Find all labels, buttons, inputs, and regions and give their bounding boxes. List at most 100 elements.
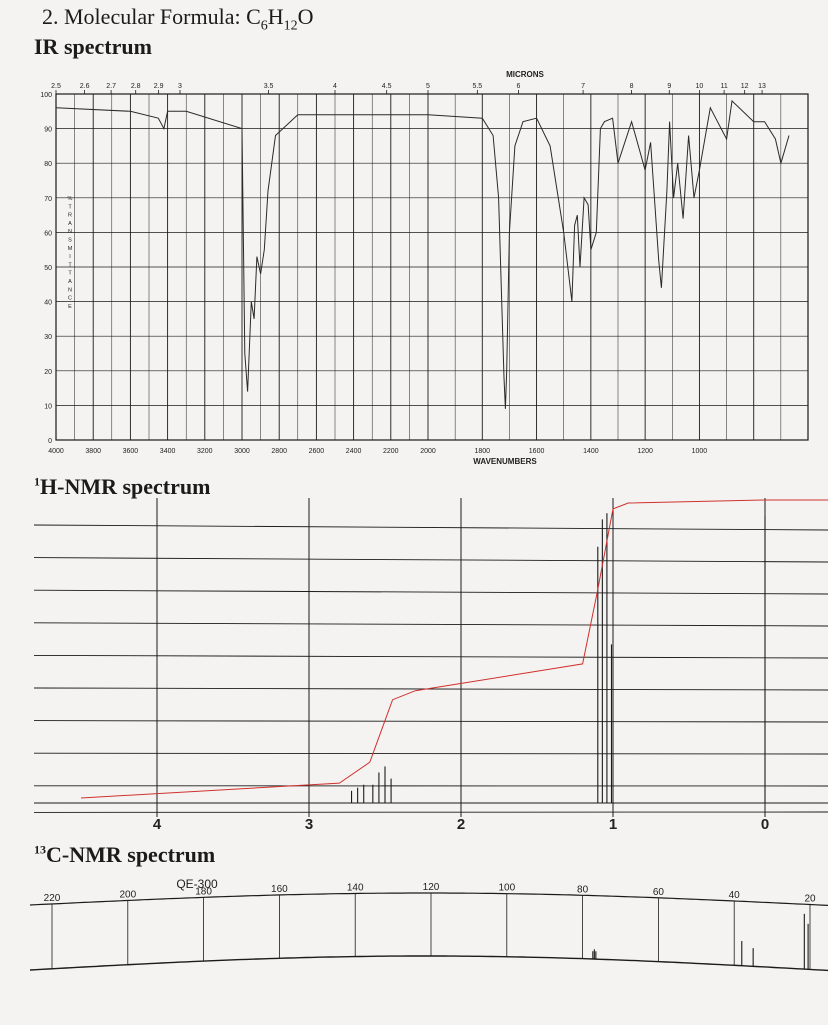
ir-heading: IR spectrum [34, 34, 152, 59]
ir-micron-label: 5.5 [472, 83, 482, 90]
cnmr-xtick-label: 220 [44, 893, 61, 904]
ir-ylabel-letter: N [68, 287, 72, 293]
ir-ytick-label: 0 [48, 438, 52, 445]
hnmr-heading: 1H-NMR spectrum [34, 474, 211, 499]
hnmr-chart: 4 3 2 1 0 [33, 498, 828, 833]
ir-micron-label: 10 [696, 83, 704, 90]
hnmr-grid [33, 498, 828, 817]
ir-ytick-label: 10 [44, 403, 52, 410]
cnmr-instrument: QE-300 [176, 877, 218, 891]
ir-ylabel-letter: T [68, 204, 72, 210]
cnmr-top-axis [29, 892, 828, 906]
ir-xtick-label: 1600 [529, 448, 545, 455]
cnmr-heading: 13C-NMR spectrum [34, 842, 216, 867]
hnmr-hgrid-line [33, 622, 828, 627]
ir-xtick-label: 2800 [271, 448, 287, 455]
ir-ytick-label: 60 [44, 230, 52, 237]
ir-xtick-label: 3000 [234, 448, 250, 455]
hnmr-hgrid-line [33, 589, 828, 595]
ir-ylabel-letter: S [68, 238, 72, 244]
formula-c-count: 6 [260, 18, 268, 34]
ir-micron-label: 11 [720, 83, 727, 90]
cnmr-peaks [592, 913, 809, 970]
hnmr-xtick-label: 3 [305, 816, 313, 833]
ir-grid [55, 90, 809, 441]
ir-spectrum-chart: MICRONS WAVENUMBERS 10090807060504030201… [40, 70, 809, 466]
ir-xtick-label: 2400 [346, 448, 362, 455]
ir-ylabel-letter: A [68, 279, 72, 285]
problem-title: 2. Molecular Formula: C6H12O [42, 4, 314, 34]
hnmr-hgrid-line [33, 557, 828, 563]
cnmr-xtick-label: 200 [119, 889, 136, 900]
cnmr-grid [29, 892, 828, 972]
cnmr-xtick-label: 120 [423, 882, 440, 893]
hnmr-hgrid-line [33, 687, 828, 691]
ir-ylabel-letter: N [68, 229, 72, 235]
ir-xlabel: WAVENUMBERS [473, 457, 537, 466]
ir-micron-label: 4.5 [382, 83, 392, 90]
hnmr-hgrid-line [33, 752, 828, 755]
ir-micron-label: 6 [517, 83, 521, 90]
ir-micron-label: 8 [630, 83, 634, 90]
formula-h: H [267, 4, 284, 29]
hnmr-xtick-label: 1 [609, 816, 617, 833]
ir-ytick-label: 100 [40, 92, 52, 99]
ir-xtick-label: 3200 [197, 448, 213, 455]
ir-micron-label: 2.5 [51, 83, 61, 90]
cnmr-xtick-label: 20 [804, 894, 816, 905]
ir-micron-label: 7 [581, 83, 585, 90]
ir-microns-label: MICRONS [506, 70, 544, 79]
hnmr-xtick-label: 2 [457, 816, 465, 833]
ir-ylabel-letter: R [68, 213, 72, 219]
ir-xtick-label: 3800 [85, 448, 101, 455]
ir-micron-label: 2.9 [154, 83, 164, 90]
hnmr-hgrid-line [33, 654, 828, 659]
ir-micron-label: 13 [758, 83, 766, 90]
ir-ylabel-letter: C [68, 296, 72, 302]
cnmr-xtick-label: 160 [271, 884, 288, 895]
ir-xtick-label: 2600 [309, 448, 325, 455]
ir-ylabel-letter: T [68, 262, 72, 268]
ir-ylabel-letter: A [68, 221, 72, 227]
ir-xtick-label: 4000 [48, 448, 64, 455]
cnmr-xtick-label: 140 [347, 882, 364, 893]
cnmr-xtick-label: 100 [498, 883, 515, 894]
ir-micron-label: 4 [333, 83, 337, 90]
ir-xtick-label: 1800 [474, 448, 490, 455]
ir-micron-label: 2.6 [80, 83, 90, 90]
ir-ytick-label: 40 [44, 300, 52, 307]
ir-xtick-label: 1000 [692, 448, 708, 455]
ir-micron-label: 2.8 [131, 83, 141, 90]
cnmr-baseline [29, 955, 828, 972]
cnmr-xtick-label: 40 [729, 890, 741, 901]
ir-xtick-label: 1400 [583, 448, 599, 455]
ir-xtick-label: 2200 [383, 448, 399, 455]
hnmr-integral-curve [80, 499, 828, 799]
ir-ylabel-letter: I [69, 254, 71, 260]
ir-ylabel-letter: M [68, 246, 73, 252]
ir-ylabel-letter: % [68, 196, 73, 202]
problem-number: 2. [42, 4, 59, 29]
ir-xtick-label: 3400 [160, 448, 176, 455]
ir-ytick-label: 30 [44, 334, 52, 341]
hnmr-hgrid-line [33, 524, 828, 531]
problem-label: Molecular Formula: [64, 4, 241, 29]
ir-ytick-label: 70 [44, 196, 52, 203]
ir-ytick-label: 20 [44, 369, 52, 376]
ir-ytick-label: 90 [44, 127, 52, 134]
ir-trace [55, 99, 790, 409]
ir-micron-label: 3.5 [264, 83, 274, 90]
ir-micron-label: 2.7 [106, 83, 116, 90]
formula-c: C [246, 4, 261, 29]
ir-micron-label: 5 [426, 83, 430, 90]
cnmr-xtick-label: 180 [195, 886, 212, 897]
molecular-formula: C6H12O [246, 4, 313, 33]
ir-ytick-label: 80 [44, 161, 52, 168]
formula-h-count: 12 [283, 18, 298, 34]
ir-ylabel-letter: T [68, 271, 72, 277]
cnmr-xtick-label: 80 [577, 884, 589, 895]
hnmr-xtick-label: 4 [153, 816, 162, 833]
cnmr-tick-labels: 220 200 180 160 140 120 100 80 60 40 20 [44, 882, 816, 905]
